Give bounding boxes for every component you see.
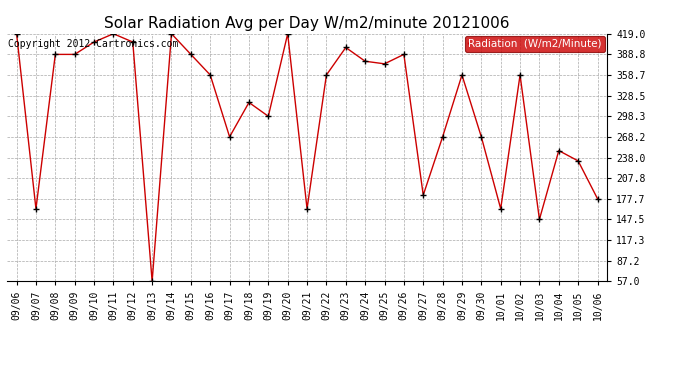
- Legend: Radiation  (W/m2/Minute): Radiation (W/m2/Minute): [465, 36, 605, 52]
- Text: Copyright 2012 Cartronics.com: Copyright 2012 Cartronics.com: [8, 39, 179, 49]
- Title: Solar Radiation Avg per Day W/m2/minute 20121006: Solar Radiation Avg per Day W/m2/minute …: [104, 16, 510, 31]
